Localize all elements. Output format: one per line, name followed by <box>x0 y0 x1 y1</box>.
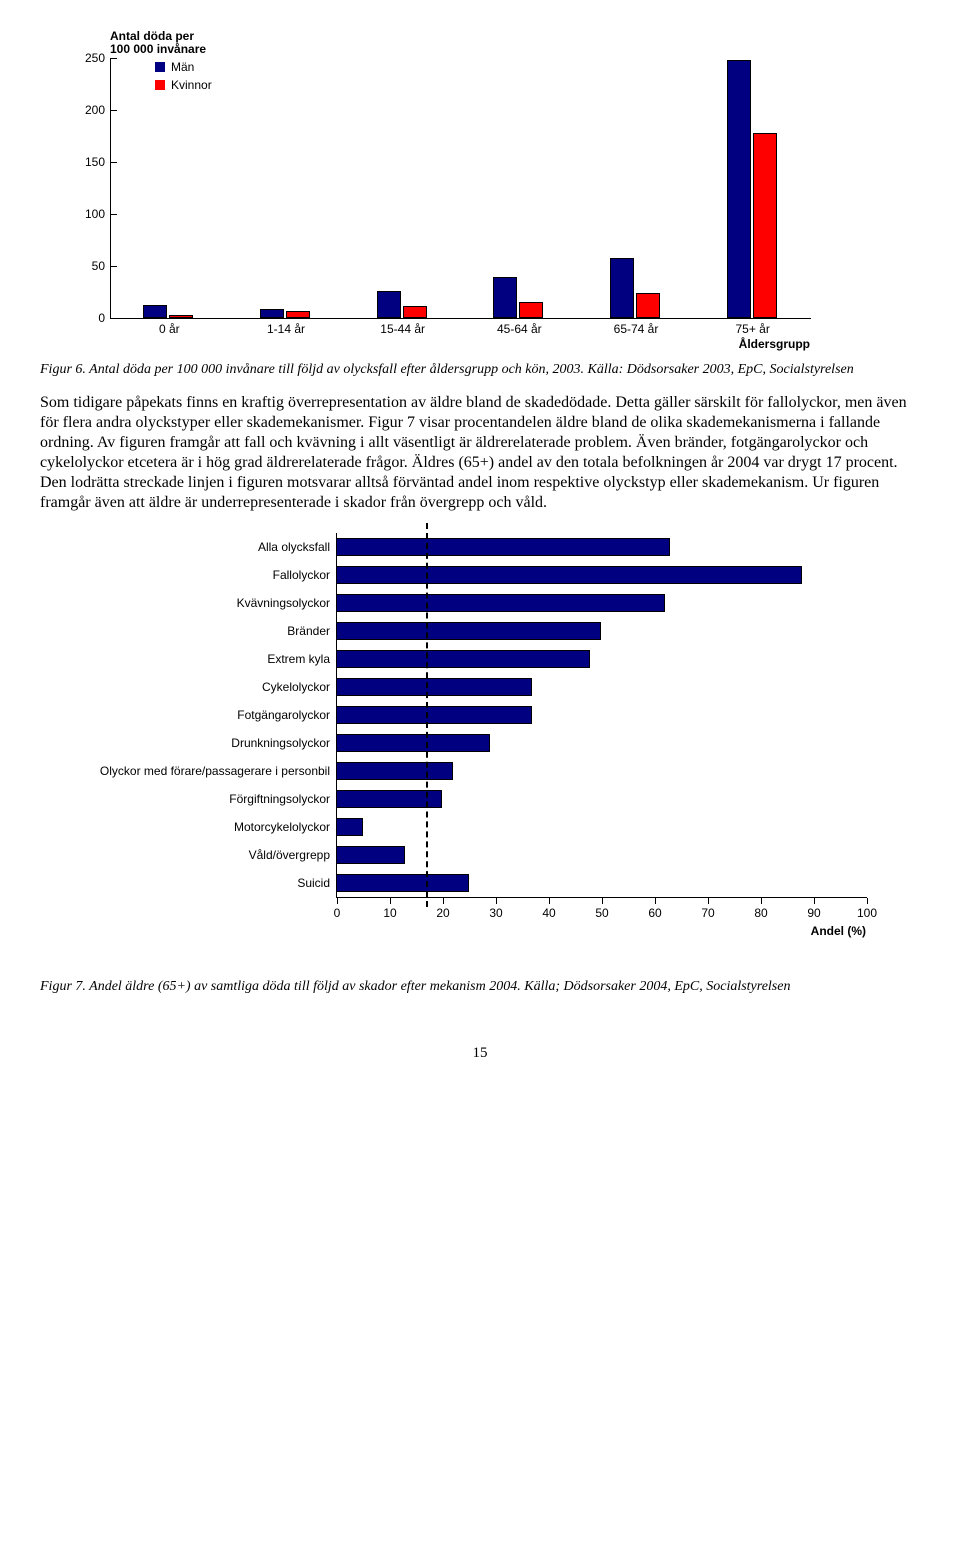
chart2-rows: Alla olycksfallFallolyckorKvävningsolyck… <box>70 533 920 897</box>
chart1: Antal döda per 100 000 invånare 05010015… <box>110 30 920 351</box>
chart2-xaxis: 0102030405060708090100 <box>336 897 867 898</box>
legend-women: Kvinnor <box>155 78 212 92</box>
swatch-women <box>155 80 165 90</box>
chart2: Alla olycksfallFallolyckorKvävningsolyck… <box>70 533 920 938</box>
body-paragraph: Som tidigare påpekats finns en kraftig ö… <box>40 393 920 513</box>
chart2-xaxis-title: Andel (%) <box>336 924 866 938</box>
legend-men: Män <box>155 60 212 74</box>
page-number: 15 <box>40 1045 920 1062</box>
caption-figure-7: Figur 7. Andel äldre (65+) av samtliga d… <box>40 978 920 996</box>
caption-figure-6: Figur 6. Antal döda per 100 000 invånare… <box>40 361 920 379</box>
chart1-legend: Män Kvinnor <box>155 60 212 96</box>
swatch-men <box>155 62 165 72</box>
chart1-plot: 0501001502002500 år1-14 år15-44 år45-64 … <box>110 58 811 319</box>
chart1-xaxis-title: Åldersgrupp <box>110 337 810 351</box>
legend-men-label: Män <box>171 60 194 74</box>
chart1-ytitle: Antal döda per 100 000 invånare <box>110 30 920 56</box>
legend-women-label: Kvinnor <box>171 78 212 92</box>
